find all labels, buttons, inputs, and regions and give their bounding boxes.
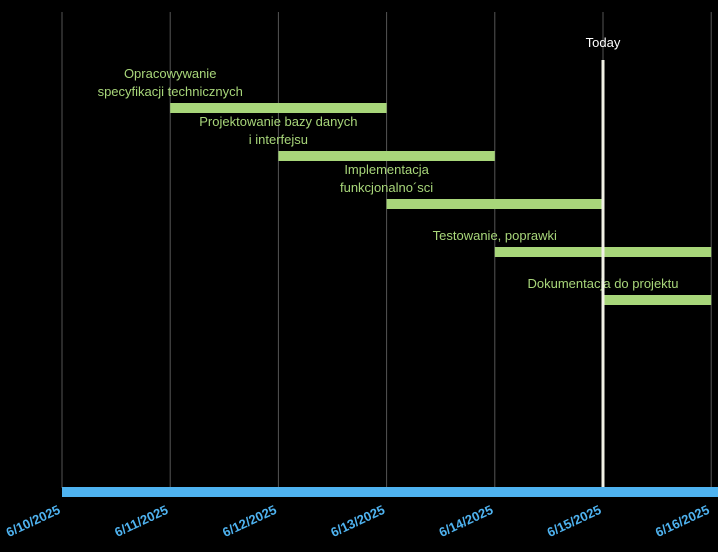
timeline-bar [62, 487, 718, 497]
task-bar-4 [603, 295, 711, 305]
x-tick-label-1: 6/11/2025 [112, 502, 170, 540]
task-bar-0 [170, 103, 386, 113]
x-tick-label-5: 6/15/2025 [545, 502, 604, 540]
task-label-line: Testowanie, poprawki [433, 228, 557, 243]
task-label-line: Implementacja [344, 162, 429, 177]
x-tick-label-2: 6/12/2025 [220, 502, 279, 540]
task-label-line: specyfikacji technicznych [98, 84, 243, 99]
timeline-axis: 6/10/2025 6/11/2025 6/12/2025 6/13/2025 6/14… [4, 487, 718, 540]
task-label-line: funkcjonalno´sci [340, 180, 433, 195]
x-tick-label-0: 6/10/2025 [4, 502, 63, 540]
task-label-line: Projektowanie bazy danych [199, 114, 357, 129]
task-label-3: Testowanie, poprawki [433, 228, 557, 243]
today-marker: Today [586, 35, 621, 488]
x-tick-label-6: 6/16/2025 [653, 502, 712, 540]
task-labels: Opracowywanie specyfikacji technicznych Pr… [98, 66, 679, 291]
task-label-line: i interfejsu [249, 132, 308, 147]
task-bar-1 [278, 151, 494, 161]
today-label: Today [586, 35, 621, 50]
x-tick-label-4: 6/14/2025 [437, 502, 496, 540]
task-label-line: Opracowywanie [124, 66, 217, 81]
x-tick-label-3: 6/13/2025 [328, 502, 387, 540]
task-bar-2 [387, 199, 603, 209]
